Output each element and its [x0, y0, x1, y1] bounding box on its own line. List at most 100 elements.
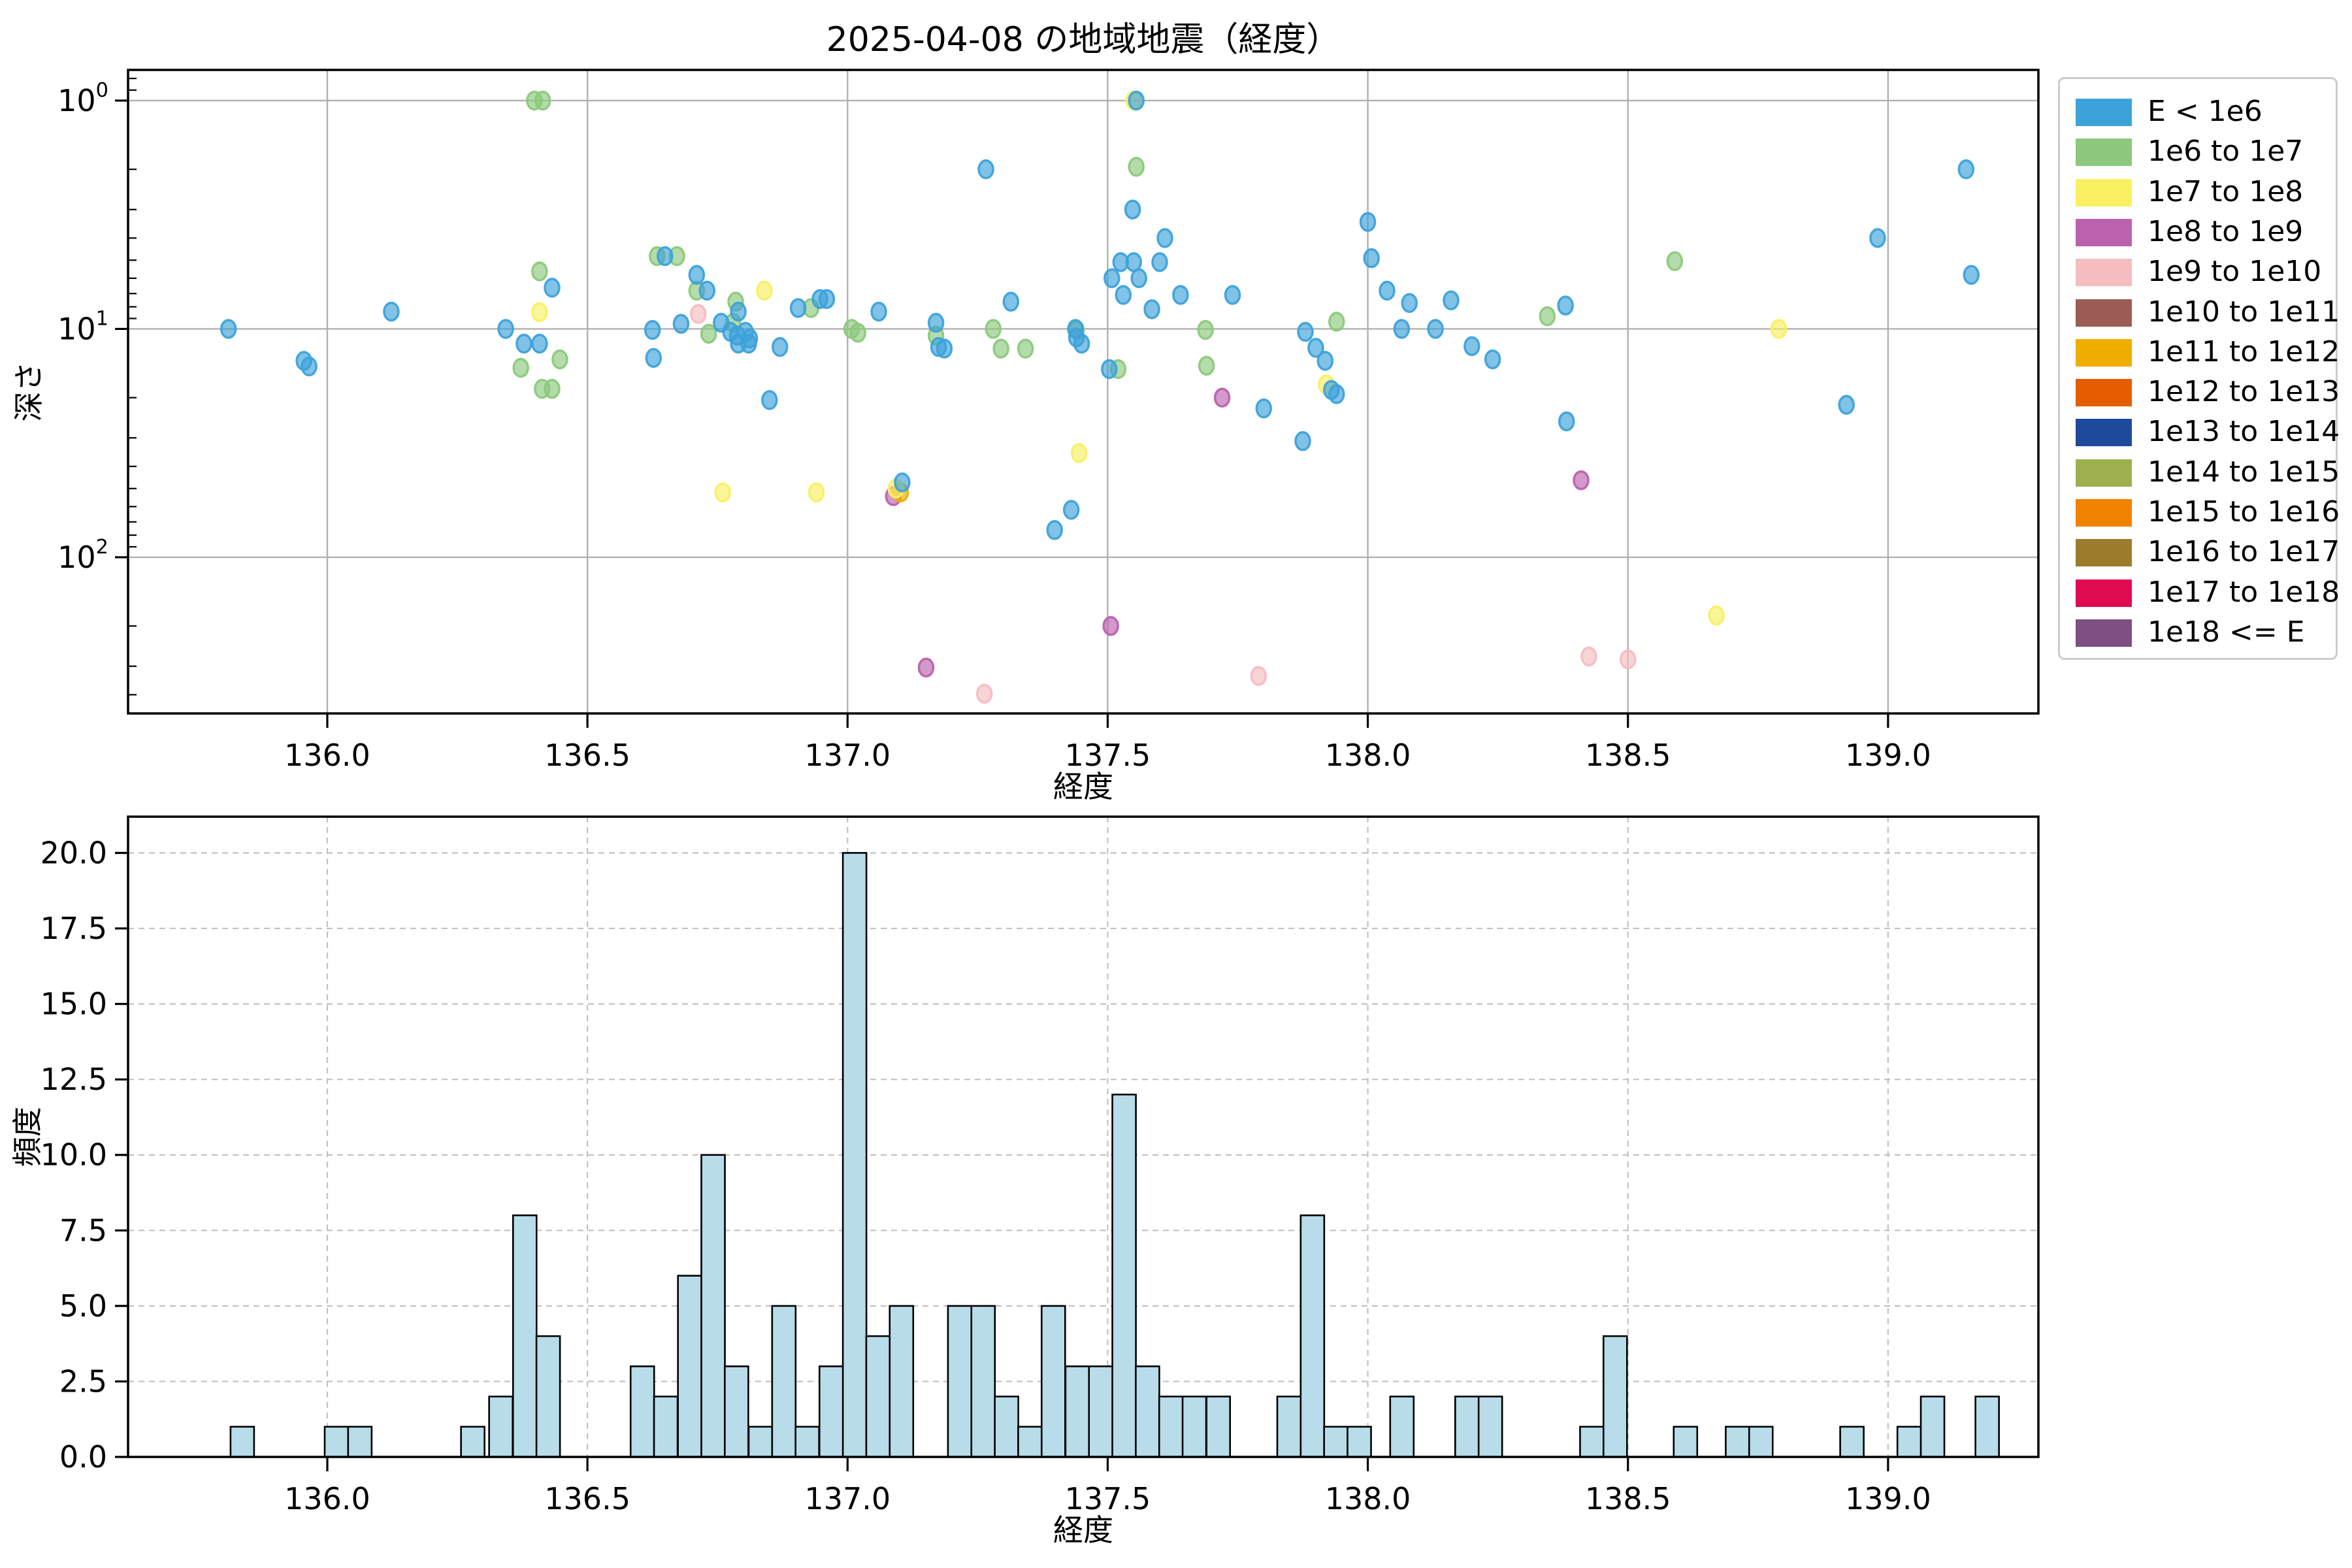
hist-bar: [794, 1426, 820, 1458]
scatter-point: [1359, 212, 1377, 232]
hist-bar: [512, 1214, 538, 1458]
hist-bar: [700, 1154, 726, 1458]
scatter-x-ticklabel: 137.5: [1065, 738, 1151, 773]
scatter-point: [512, 357, 529, 378]
legend-row: 1e17 to 1e18: [2060, 574, 2340, 612]
hist-bar: [1088, 1365, 1114, 1458]
hist-y-ticklabel: 15.0: [41, 987, 107, 1022]
scatter-point: [756, 280, 773, 301]
scatter-point: [1307, 338, 1324, 358]
scatter-point: [531, 261, 548, 282]
scatter-point: [1101, 359, 1118, 380]
hist-bar: [1477, 1396, 1503, 1458]
hist-bar: [1064, 1365, 1090, 1458]
scatter-x-ticklabel: 136.5: [544, 738, 630, 773]
hist-bar: [1579, 1426, 1605, 1458]
scatter-point: [870, 301, 887, 322]
scatter-point: [992, 338, 1009, 359]
scatter-point: [698, 280, 716, 301]
hist-yaxis-label: 頻度: [10, 1107, 45, 1167]
scatter-point: [1255, 398, 1273, 419]
scatter-point: [657, 246, 674, 267]
legend-swatch: [2076, 539, 2132, 567]
hist-bar: [865, 1335, 891, 1458]
legend-row: 1e18 <= E: [2060, 614, 2336, 652]
scatter-point: [1539, 306, 1556, 327]
scatter-point: [1062, 500, 1080, 520]
hist-bar: [1347, 1426, 1372, 1458]
legend-row: 1e12 to 1e13: [2060, 374, 2340, 412]
scatter-point: [515, 333, 532, 354]
hist-bar: [724, 1365, 749, 1458]
hist-bar: [1181, 1396, 1207, 1458]
legend-swatch: [2076, 259, 2132, 287]
hist-bar: [1135, 1365, 1160, 1458]
hist-bar: [1276, 1396, 1302, 1458]
hist-bar: [1040, 1305, 1066, 1458]
hist-bar: [970, 1305, 996, 1458]
scatter-point: [917, 657, 935, 678]
scatter-point: [1124, 199, 1141, 220]
scatter-point: [1379, 280, 1396, 301]
legend-row: 1e8 to 1e9: [2060, 214, 2336, 252]
hist-bar: [347, 1426, 373, 1458]
hist-y-ticklabel: 0.0: [59, 1439, 107, 1475]
scatter-point: [301, 356, 318, 377]
scatter-point: [1115, 285, 1132, 305]
legend: E < 1e6 1e6 to 1e7 1e7 to 1e8 1e8 to 1e9 1e9…: [2058, 77, 2340, 660]
hist-x-ticklabel: 139.0: [1845, 1481, 1931, 1516]
hist-bar: [1839, 1426, 1865, 1458]
scatter-point: [1957, 159, 1975, 180]
scatter-point: [1427, 319, 1444, 339]
scatter-point: [1143, 299, 1160, 319]
scatter-point: [818, 289, 836, 309]
scatter-point: [1401, 293, 1418, 314]
hist-bar: [1896, 1426, 1922, 1458]
chart-title: 2025-04-08 の地域地震（経度）: [826, 20, 1341, 59]
hist-bar: [1919, 1396, 1946, 1458]
legend-label: 1e11 to 1e12: [2148, 335, 2340, 368]
hist-y-ticklabel: 17.5: [41, 911, 107, 946]
hist-bar: [1673, 1426, 1699, 1458]
scatter-point: [772, 336, 789, 357]
hist-y-ticklabel: 10.0: [41, 1137, 107, 1173]
scatter-point: [894, 472, 911, 493]
scatter-point: [1328, 312, 1345, 332]
scatter-point: [1963, 265, 1980, 286]
legend-row: 1e6 to 1e7: [2060, 133, 2336, 171]
scatter-point: [1130, 268, 1147, 289]
hist-x-ticklabel: 137.5: [1065, 1481, 1151, 1516]
hist-bar: [771, 1305, 797, 1458]
hist-bar: [229, 1426, 255, 1458]
scatter-x-ticklabel: 138.5: [1585, 738, 1671, 773]
hist-bar: [841, 852, 868, 1458]
hist-bar: [1205, 1396, 1232, 1458]
scatter-point: [1128, 90, 1145, 111]
hist-bar: [677, 1275, 703, 1458]
scatter-point: [672, 314, 690, 334]
hist-bar: [535, 1335, 561, 1458]
hist-bar: [1725, 1426, 1750, 1458]
scatter-point: [985, 319, 1002, 339]
hist-bar: [460, 1426, 485, 1458]
scatter-point: [740, 333, 757, 354]
scatter-point: [644, 319, 661, 340]
scatter-point: [551, 349, 568, 370]
hist-x-ticklabel: 137.0: [804, 1481, 890, 1516]
scatter-point: [1070, 443, 1088, 463]
legend-swatch: [2076, 419, 2132, 447]
scatter-point: [761, 390, 778, 410]
scatter-point: [1151, 252, 1168, 272]
scatter-point: [808, 482, 825, 502]
scatter-point: [1172, 285, 1189, 305]
hist-x-ticklabel: 136.0: [284, 1481, 370, 1516]
scatter-point: [383, 301, 400, 322]
scatter-point: [1619, 649, 1637, 670]
legend-row: 1e16 to 1e17: [2060, 534, 2340, 572]
legend-label: 1e8 to 1e9: [2148, 214, 2304, 248]
hist-y-ticklabel: 7.5: [59, 1213, 107, 1248]
scatter-point: [220, 319, 237, 339]
legend-swatch: [2076, 338, 2132, 367]
